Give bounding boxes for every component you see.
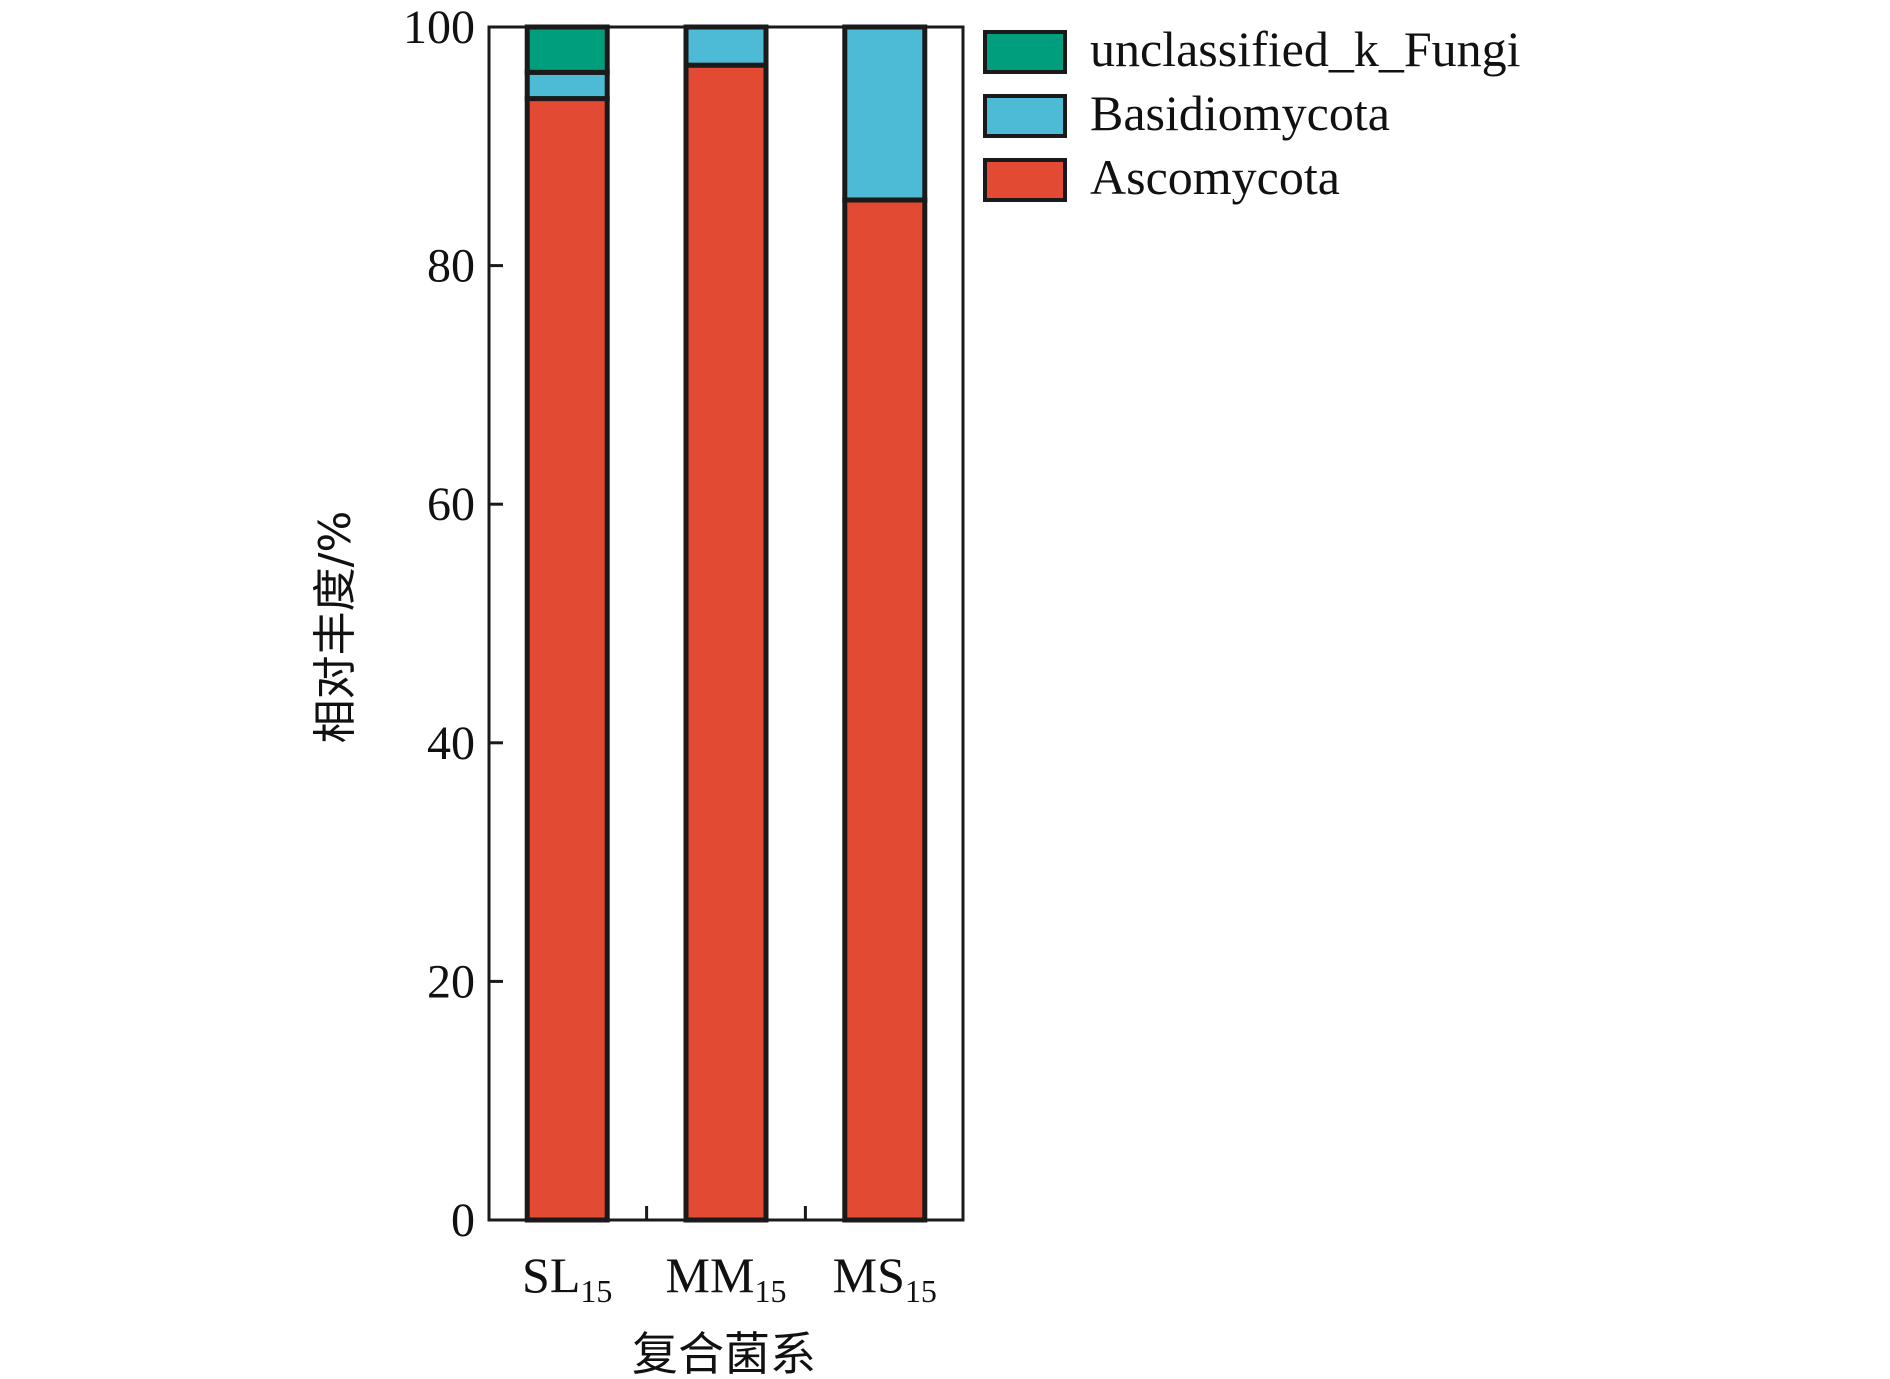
bar-ascomycota-mm xyxy=(683,62,769,1223)
y-ticks-layer: 0 20 40 60 80 100 xyxy=(403,1,503,1247)
plot-frame xyxy=(487,25,965,1222)
legend-swatch-basidiomycota xyxy=(983,94,1067,138)
y-tick-label: 80 xyxy=(427,240,475,293)
bar-ascomycota-sl xyxy=(524,96,610,1223)
legend-label-basidiomycota: Basidiomycota xyxy=(1090,85,1390,141)
legend-swatch-ascomycota xyxy=(983,158,1067,202)
x-tick-label-ms: MS15 xyxy=(833,1247,937,1309)
y-tick-label: 40 xyxy=(427,717,475,770)
legend-label-ascomycota: Ascomycota xyxy=(1090,149,1340,205)
y-tick-label: 20 xyxy=(427,955,475,1008)
bar-basidiomycota-ms xyxy=(842,24,928,203)
bar-ascomycota-ms xyxy=(842,197,928,1223)
x-tick-labels-layer: SL15 MM15 MS15 xyxy=(522,1206,937,1309)
x-axis-title: 复合菌系 xyxy=(632,1327,816,1379)
bar-basidiomycota-sl xyxy=(524,69,610,102)
bars-layer xyxy=(524,24,928,1223)
x-tick-label-sl: SL15 xyxy=(522,1247,612,1309)
x-tick-label-mm: MM15 xyxy=(666,1247,787,1309)
bar-unclassified-k-fungi-sl xyxy=(524,24,610,75)
y-tick-label: 60 xyxy=(427,478,475,531)
y-tick-label: 0 xyxy=(451,1194,475,1247)
legend-swatch-unclassified-k-fungi xyxy=(983,30,1067,74)
axes-layer xyxy=(487,25,965,1222)
bar-basidiomycota-mm xyxy=(683,24,769,68)
y-tick-label: 100 xyxy=(403,1,475,54)
legend: unclassified_k_Fungi Basidiomycota Ascomyc… xyxy=(983,21,1521,205)
y-axis-title: 相对丰度/% xyxy=(310,511,361,744)
legend-label-unclassified-k-fungi: unclassified_k_Fungi xyxy=(1090,21,1521,77)
